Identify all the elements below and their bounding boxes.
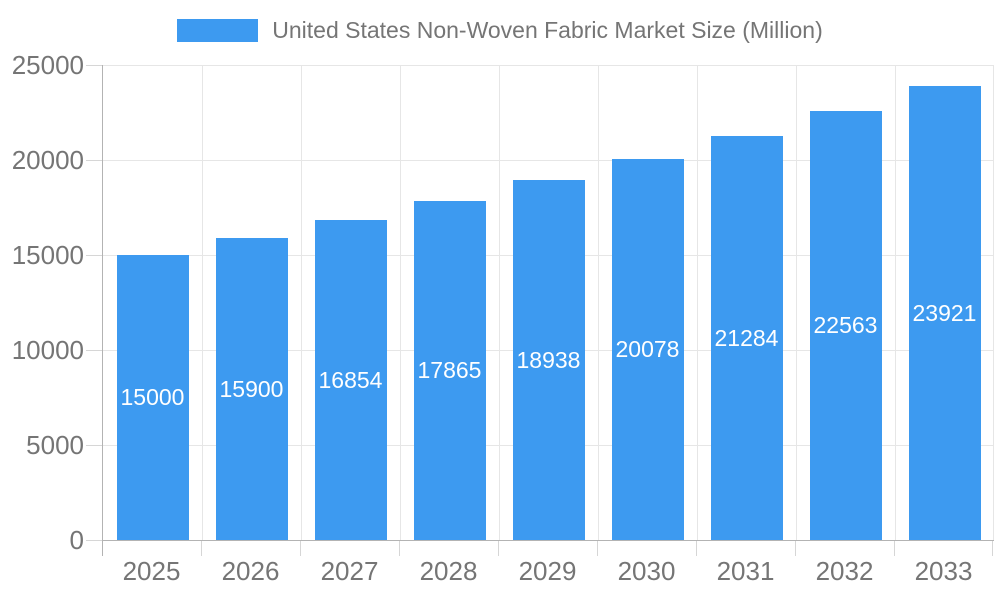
x-axis-tick-mark [300, 541, 301, 556]
gridline-vertical [301, 65, 302, 540]
legend-label: United States Non-Woven Fabric Market Si… [272, 17, 823, 43]
gridline-vertical [796, 65, 797, 540]
x-axis-tick-label: 2025 [122, 556, 181, 586]
x-axis-tick-label: 2026 [221, 556, 280, 586]
y-axis-tick-mark [86, 160, 102, 161]
y-axis-tick-label: 10000 [11, 335, 84, 365]
y-axis-tick-mark [86, 65, 102, 66]
bar[interactable]: 17865 [413, 201, 486, 540]
bar[interactable]: 21284 [710, 136, 783, 540]
x-axis-tick-label: 2031 [716, 556, 775, 586]
gridline-vertical [400, 65, 401, 540]
y-axis-tick-mark [86, 540, 102, 541]
gridline-horizontal [103, 65, 994, 66]
gridline-vertical [598, 65, 599, 540]
bar-value-label: 18938 [516, 346, 581, 373]
y-axis-tick-label: 0 [69, 525, 84, 555]
y-axis-tick-label: 15000 [11, 240, 84, 270]
y-axis-tick-label: 5000 [26, 430, 84, 460]
legend: United States Non-Woven Fabric Market Si… [0, 17, 1000, 44]
bar-value-label: 17865 [417, 357, 482, 383]
bar[interactable]: 16854 [314, 220, 387, 540]
x-axis-tick-label: 2028 [419, 556, 478, 586]
x-axis-tick-label: 2030 [617, 556, 676, 586]
x-axis-tick-mark [597, 541, 598, 556]
legend-swatch [177, 19, 259, 42]
y-axis-tick-mark [86, 350, 102, 351]
x-axis-tick-mark [201, 541, 202, 556]
x-axis-tick-label: 2029 [518, 556, 577, 586]
bar[interactable]: 20078 [611, 159, 684, 540]
x-axis-tick-mark [795, 541, 796, 556]
plot-area: 15000 15900 16854 17865 18938 20078 21284 22563… [102, 65, 994, 541]
gridline-vertical [895, 65, 896, 540]
bar[interactable]: 18938 [512, 180, 585, 540]
bar[interactable]: 23921 [908, 86, 981, 540]
y-axis-tick-label: 20000 [11, 145, 84, 175]
y-axis-tick-label: 25000 [11, 50, 84, 80]
x-axis-tick-label: 2027 [320, 556, 379, 586]
bar-value-label: 22563 [813, 312, 878, 338]
bar-value-label: 15000 [120, 384, 185, 410]
bar-value-label: 15900 [219, 375, 284, 402]
bar[interactable]: 15900 [215, 238, 288, 540]
x-axis-tick-label: 2032 [815, 556, 874, 586]
x-axis-tick-mark [696, 541, 697, 556]
x-axis-tick-mark [498, 541, 499, 556]
gridline-vertical [499, 65, 500, 540]
gridline-vertical [697, 65, 698, 540]
x-axis-tick-mark [992, 541, 993, 556]
y-axis-tick-extension [102, 540, 103, 556]
gridline-vertical [202, 65, 203, 540]
y-axis-tick-mark [86, 445, 102, 446]
bar-value-label: 21284 [714, 324, 779, 351]
bar-value-label: 23921 [912, 299, 977, 326]
bar-value-label: 16854 [318, 366, 383, 393]
x-axis-tick-mark [399, 541, 400, 556]
gridline-horizontal [103, 160, 994, 161]
x-axis-tick-mark [894, 541, 895, 556]
bar[interactable]: 22563 [809, 111, 882, 540]
bar-value-label: 20078 [615, 336, 680, 362]
legend-item[interactable]: United States Non-Woven Fabric Market Si… [177, 17, 823, 44]
gridline-vertical [993, 65, 994, 540]
bar[interactable]: 15000 [116, 255, 189, 540]
y-axis-tick-mark [86, 255, 102, 256]
x-axis-tick-label: 2033 [914, 556, 973, 586]
